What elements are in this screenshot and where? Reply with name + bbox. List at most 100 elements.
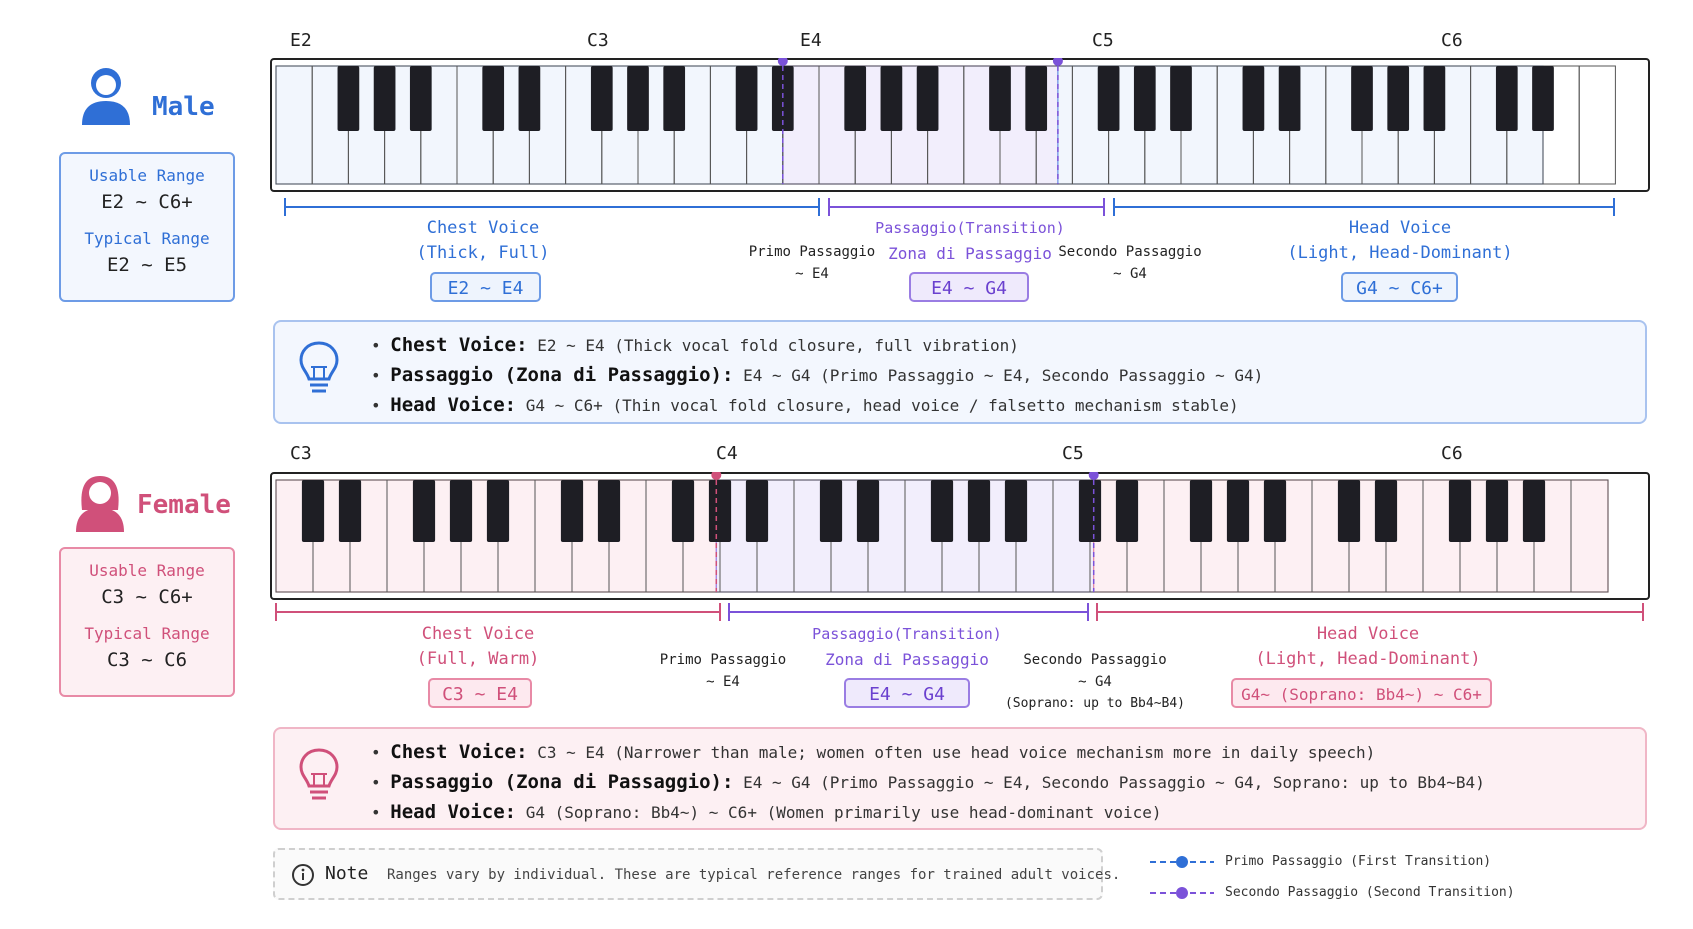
male-chest-range: E2 ~ E4 — [430, 272, 541, 302]
male-range-brackets — [284, 198, 1615, 216]
black-key — [1423, 66, 1446, 131]
black-key — [916, 66, 939, 131]
male-primo-value: ~ E4 — [795, 266, 829, 282]
male-info-range: G4 ~ C6+ — [525, 396, 603, 415]
black-key — [1097, 66, 1120, 131]
secondo-legend-label: Secondo Passaggio (Second Transition) — [1225, 885, 1515, 900]
male-info-desc: (Thick vocal fold closure, full vibratio… — [614, 336, 1019, 355]
female-note-label: C3 — [290, 443, 312, 464]
black-key — [482, 66, 505, 131]
male-range-box: Usable Range E2 ~ C6+ Typical Range E2 ~… — [59, 152, 235, 302]
black-key — [989, 66, 1011, 131]
male-usable-value: E2 ~ C6+ — [101, 191, 193, 213]
black-key — [844, 66, 867, 131]
female-note-label: C5 — [1062, 443, 1084, 464]
female-usable-value: C3 ~ C6+ — [101, 586, 193, 608]
black-key — [1242, 66, 1265, 131]
female-range-brackets — [275, 603, 1644, 621]
male-keyboard — [270, 58, 1650, 192]
black-key — [1189, 480, 1213, 542]
black-key — [373, 66, 396, 131]
female-head-title: Head Voice — [1316, 624, 1420, 644]
male-info-key: Head Voice: — [390, 394, 517, 416]
black-key — [409, 66, 432, 131]
info-icon — [292, 864, 314, 886]
male-passaggio-title: Passaggio(Transition) — [875, 219, 1065, 237]
black-key — [1374, 480, 1398, 542]
female-head-range: G4~ (Soprano: Bb4~) ~ C6+ — [1231, 678, 1492, 708]
black-key — [735, 66, 758, 131]
black-key — [856, 480, 880, 542]
black-key — [771, 66, 794, 131]
black-key — [1532, 66, 1554, 131]
male-usable-label: Usable Range — [89, 166, 205, 185]
female-note-label: C6 — [1441, 443, 1463, 464]
female-info-key: Head Voice: — [390, 801, 517, 823]
male-note-label: E2 — [290, 30, 312, 51]
male-chest-sub: (Thick, Full) — [416, 243, 550, 263]
female-passaggio-title: Passaggio(Transition) — [812, 625, 1002, 643]
black-key — [1522, 480, 1546, 542]
white-key — [1570, 479, 1609, 593]
black-key — [1078, 480, 1102, 542]
black-key — [518, 66, 541, 131]
female-secondo-label: Secondo Passaggio — [1023, 652, 1167, 668]
female-passaggio-range: E4 ~ G4 — [844, 678, 970, 708]
male-avatar-icon — [82, 68, 130, 125]
female-avatar-icon — [76, 476, 124, 532]
female-secondo-value: ~ G4 — [1078, 674, 1112, 690]
female-primo-label: Primo Passaggio — [659, 652, 787, 668]
male-primo-label: Primo Passaggio — [748, 244, 876, 260]
female-head-sub: (Light, Head-Dominant) — [1255, 649, 1481, 669]
black-key — [930, 480, 954, 542]
black-key — [671, 480, 695, 542]
black-key — [708, 480, 732, 542]
female-chest-sub: (Full, Warm) — [416, 649, 540, 669]
black-key — [627, 66, 649, 131]
female-info-range: E4 ~ G4 — [743, 773, 811, 792]
male-note-label: E4 — [800, 30, 822, 51]
secondo-legend-marker — [1150, 887, 1214, 899]
note-title: Note — [325, 863, 369, 884]
black-key — [745, 480, 769, 542]
lightbulb-icon — [299, 341, 339, 393]
male-info-line: • Chest Voice: E2 ~ E4 (Thick vocal fold… — [371, 334, 1019, 356]
male-info-range: E2 ~ E4 — [537, 336, 605, 355]
black-key — [486, 480, 510, 542]
female-info-line: • Passaggio (Zona di Passaggio): E4 ~ G4… — [371, 771, 1485, 793]
black-key — [1115, 480, 1139, 542]
male-info-desc: (Primo Passaggio ~ E4, Secondo Passaggio… — [820, 366, 1264, 385]
male-note-label: C6 — [1441, 30, 1463, 51]
black-key — [880, 66, 903, 131]
black-key — [1337, 480, 1361, 542]
black-key — [412, 480, 436, 542]
female-title: Female — [137, 490, 231, 520]
male-title: Male — [152, 92, 215, 122]
male-info-line: • Passaggio (Zona di Passaggio): E4 ~ G4… — [371, 364, 1264, 386]
male-chest-title: Chest Voice — [426, 218, 540, 238]
black-key — [1485, 480, 1509, 542]
female-info-line: • Head Voice: G4 (Soprano: Bb4~) ~ C6+ (… — [371, 801, 1162, 823]
male-info-range: E4 ~ G4 — [743, 366, 811, 385]
black-key — [1278, 66, 1301, 131]
black-key — [301, 480, 325, 542]
female-range-box: Usable Range C3 ~ C6+ Typical Range C3 ~… — [59, 547, 235, 697]
male-info-key: Passaggio (Zona di Passaggio): — [390, 364, 734, 386]
male-typical-value: E2 ~ E5 — [106, 254, 188, 276]
female-keyboard — [270, 472, 1650, 600]
male-typical-label: Typical Range — [84, 229, 210, 248]
male-head-title: Head Voice — [1348, 218, 1452, 238]
black-key — [337, 66, 360, 131]
female-info-line: • Chest Voice: C3 ~ E4 (Narrower than ma… — [371, 741, 1376, 763]
male-head-sub: (Light, Head-Dominant) — [1287, 243, 1513, 263]
lightbulb-icon — [299, 748, 339, 800]
female-chest-title: Chest Voice — [421, 624, 535, 644]
male-info-box: • Chest Voice: E2 ~ E4 (Thick vocal fold… — [273, 320, 1647, 424]
passaggio-marker-dot — [711, 472, 722, 480]
primo-legend-label: Primo Passaggio (First Transition) — [1225, 854, 1492, 869]
male-secondo-label: Secondo Passaggio — [1058, 244, 1202, 260]
female-info-desc: (Narrower than male; women often use hea… — [614, 743, 1376, 762]
female-secondo-extra: (Soprano: up to Bb4~B4) — [1004, 696, 1185, 711]
female-primo-value: ~ E4 — [706, 674, 740, 690]
black-key — [590, 66, 613, 131]
